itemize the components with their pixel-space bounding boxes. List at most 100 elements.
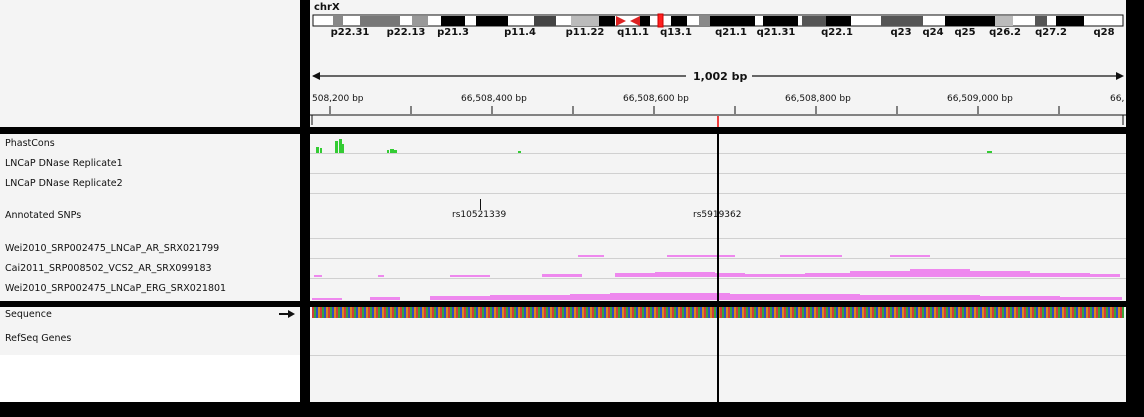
sequence-base bbox=[578, 307, 580, 318]
sequence-base bbox=[384, 307, 386, 318]
sequence-base bbox=[1014, 307, 1016, 318]
sequence-base bbox=[574, 307, 576, 318]
snp-label[interactable]: rs10521339 bbox=[452, 210, 507, 220]
sequence-base bbox=[420, 307, 422, 318]
chromosome-ideogram[interactable] bbox=[310, 0, 1126, 28]
sequence-base bbox=[1098, 307, 1100, 318]
header-ruler-panel[interactable]: chrX p22.31 p22.13 p21.3 p11.4 p11.22 q1… bbox=[310, 0, 1126, 127]
sequence-base bbox=[936, 307, 938, 318]
sequence-base bbox=[1094, 307, 1096, 318]
sequence-base bbox=[694, 307, 696, 318]
sequence-base bbox=[444, 307, 446, 318]
sequence-base bbox=[766, 307, 768, 318]
sequence-base bbox=[914, 307, 916, 318]
ruler-tick-label: 66,509,000 bp bbox=[947, 94, 1013, 104]
snp-marker[interactable] bbox=[480, 199, 481, 210]
sequence-base bbox=[1038, 307, 1040, 318]
track-name-sequence[interactable]: Sequence bbox=[5, 309, 52, 320]
sequence-base bbox=[1084, 307, 1086, 318]
sequence-base bbox=[630, 307, 632, 318]
sequence-base bbox=[788, 307, 790, 318]
sequence-base bbox=[862, 307, 864, 318]
track-name-refseq-genes[interactable]: RefSeq Genes bbox=[5, 333, 72, 344]
track-name-annotated-snps[interactable]: Annotated SNPs bbox=[5, 210, 82, 221]
sequence-base bbox=[450, 307, 452, 318]
sequence-base bbox=[486, 307, 488, 318]
sequence-base bbox=[626, 307, 628, 318]
sequence-base bbox=[1064, 307, 1066, 318]
sequence-base bbox=[706, 307, 708, 318]
track-name-chip-ar-srx021799[interactable]: Wei2010_SRP002475_LNCaP_AR_SRX021799 bbox=[5, 243, 220, 254]
track-name-chip-erg-srx021801[interactable]: Wei2010_SRP002475_LNCaP_ERG_SRX021801 bbox=[5, 283, 227, 294]
sequence-base bbox=[432, 307, 434, 318]
sequence-base bbox=[440, 307, 442, 318]
sequence-base bbox=[970, 307, 972, 318]
sequence-base bbox=[428, 307, 430, 318]
sequence-base bbox=[570, 307, 572, 318]
ruler-tick-label: 66, bbox=[1110, 94, 1125, 104]
sequence-base bbox=[742, 307, 744, 318]
sequence-base bbox=[580, 307, 582, 318]
sequence-base bbox=[988, 307, 990, 318]
band-label-q11-1: q11.1 bbox=[617, 27, 649, 38]
sequence-base bbox=[462, 307, 464, 318]
sequence-base bbox=[718, 307, 720, 318]
sequence-base bbox=[506, 307, 508, 318]
sequence-base bbox=[1092, 307, 1094, 318]
sequence-base bbox=[878, 307, 880, 318]
sequence-base bbox=[668, 307, 670, 318]
sequence-base bbox=[404, 307, 406, 318]
sequence-base bbox=[376, 307, 378, 318]
sequence-base bbox=[950, 307, 952, 318]
track-name-dnase-replicate2[interactable]: LNCaP DNase Replicate2 bbox=[5, 178, 123, 189]
sequence-base bbox=[868, 307, 870, 318]
sequence-base bbox=[976, 307, 978, 318]
sequence-base bbox=[566, 307, 568, 318]
band-label-p22-31: p22.31 bbox=[330, 27, 370, 38]
sequence-base bbox=[356, 307, 358, 318]
track-name-dnase-replicate1[interactable]: LNCaP DNase Replicate1 bbox=[5, 158, 123, 169]
sequence-base bbox=[676, 307, 678, 318]
sequence-base bbox=[894, 307, 896, 318]
sequence-base bbox=[362, 307, 364, 318]
track-name-phastcons[interactable]: PhastCons bbox=[5, 138, 55, 149]
sequence-base bbox=[582, 307, 584, 318]
sequence-base bbox=[1106, 307, 1108, 318]
sequence-base bbox=[510, 307, 512, 318]
sequence-base bbox=[860, 307, 862, 318]
sequence-base bbox=[940, 307, 942, 318]
sequence-base bbox=[454, 307, 456, 318]
sequence-base bbox=[364, 307, 366, 318]
sequence-base bbox=[884, 307, 886, 318]
sequence-base bbox=[526, 307, 528, 318]
sequence-base bbox=[508, 307, 510, 318]
sequence-base bbox=[456, 307, 458, 318]
sequence-base bbox=[590, 307, 592, 318]
sequence-base bbox=[800, 307, 802, 318]
sequence-base bbox=[810, 307, 812, 318]
sequence-base bbox=[944, 307, 946, 318]
right-arrow-icon[interactable] bbox=[279, 309, 295, 319]
sequence-base bbox=[328, 307, 330, 318]
sequence-base bbox=[650, 307, 652, 318]
sequence-base bbox=[760, 307, 762, 318]
sequence-base bbox=[908, 307, 910, 318]
sequence-base bbox=[496, 307, 498, 318]
sequence-base bbox=[354, 307, 356, 318]
sequence-base bbox=[792, 307, 794, 318]
sequence-base bbox=[674, 307, 676, 318]
sequence-base bbox=[1070, 307, 1072, 318]
sequence-base bbox=[662, 307, 664, 318]
sequence-base bbox=[854, 307, 856, 318]
sequence-base bbox=[932, 307, 934, 318]
sequence-base bbox=[920, 307, 922, 318]
sequence-base bbox=[964, 307, 966, 318]
sequence-base bbox=[346, 307, 348, 318]
sequence-base bbox=[1090, 307, 1092, 318]
sequence-base bbox=[1052, 307, 1054, 318]
sequence-base bbox=[822, 307, 824, 318]
center-line bbox=[717, 134, 719, 402]
track-name-chip-ar-srx099183[interactable]: Cai2011_SRP008502_VCS2_AR_SRX099183 bbox=[5, 263, 212, 274]
sequence-base bbox=[468, 307, 470, 318]
sequence-base bbox=[502, 307, 504, 318]
